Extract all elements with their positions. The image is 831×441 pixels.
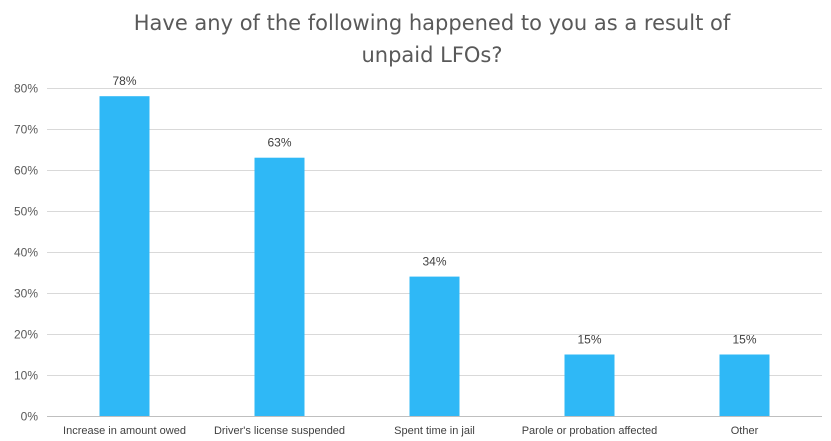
chart-title: Have any of the following happened to yo… — [134, 11, 731, 67]
chart-title-line-2: unpaid LFOs? — [361, 43, 502, 67]
bar — [409, 276, 460, 416]
data-label: 63% — [267, 136, 291, 150]
y-axis-tick-labels: 0% 10% 20% 30% 40% 50% 60% 70% 80% — [14, 82, 38, 424]
data-label: 78% — [112, 74, 136, 88]
x-category-label: Parole or probation affected — [522, 425, 658, 437]
x-category-label: Driver's license suspended — [214, 425, 345, 437]
y-tick-label: 70% — [14, 123, 38, 137]
gridlines — [47, 88, 822, 417]
x-category-label: Spent time in jail — [394, 425, 475, 437]
data-labels: 78% 63% 34% 15% 15% — [112, 74, 756, 346]
x-axis-category-labels: Increase in amount owed Driver's license … — [63, 425, 759, 437]
y-tick-label: 50% — [14, 205, 38, 219]
x-category-label: Other — [731, 425, 759, 437]
bars — [99, 96, 770, 416]
y-tick-label: 60% — [14, 164, 38, 178]
y-tick-label: 20% — [14, 328, 38, 342]
y-tick-label: 0% — [21, 410, 39, 424]
y-tick-label: 30% — [14, 287, 38, 301]
bar — [719, 354, 770, 416]
bar — [254, 157, 305, 416]
y-tick-label: 10% — [14, 369, 38, 383]
y-tick-label: 40% — [14, 246, 38, 260]
bar — [564, 354, 615, 416]
x-category-label: Increase in amount owed — [63, 425, 186, 437]
bar — [99, 96, 150, 416]
data-label: 15% — [732, 333, 756, 347]
data-label: 15% — [577, 333, 601, 347]
chart-title-line-1: Have any of the following happened to yo… — [134, 11, 731, 35]
data-label: 34% — [422, 255, 446, 269]
y-tick-label: 80% — [14, 82, 38, 96]
